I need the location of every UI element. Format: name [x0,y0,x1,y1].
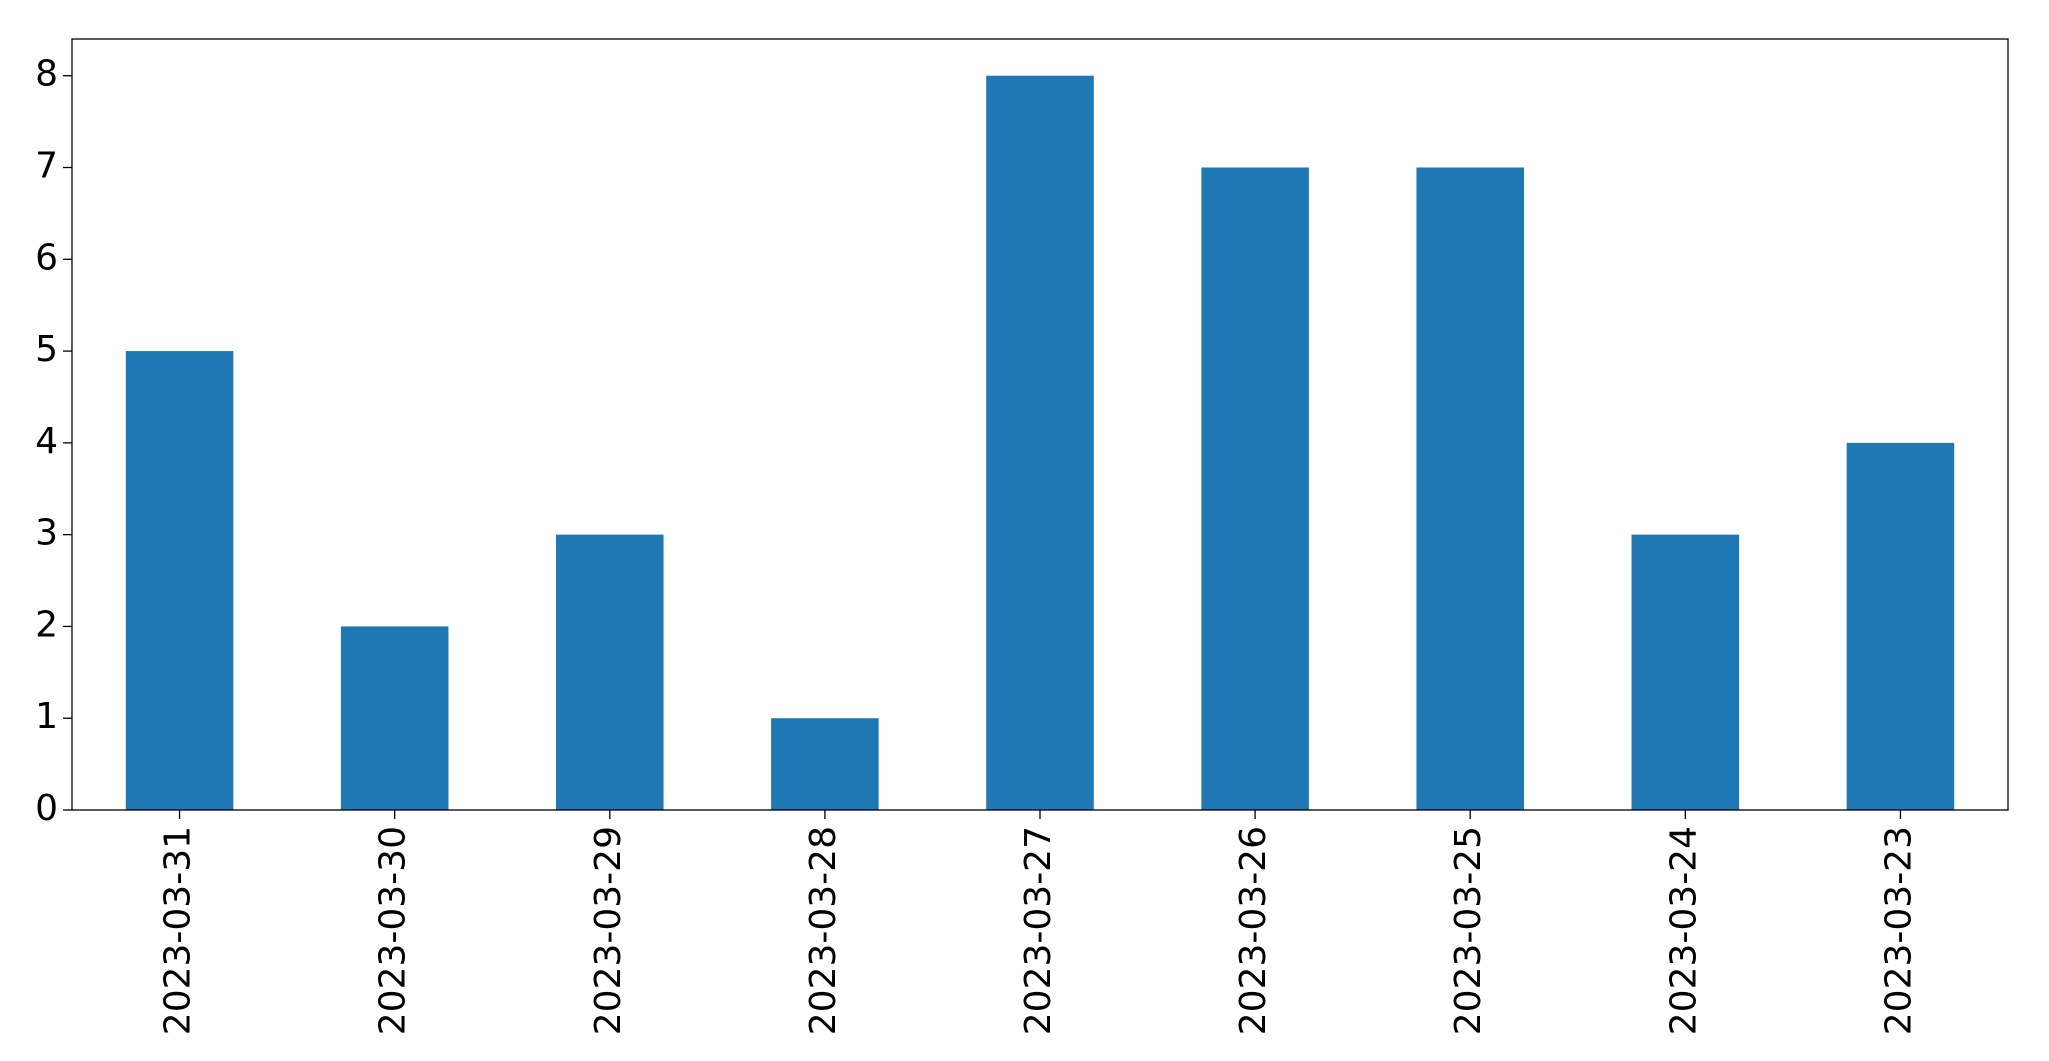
x-tick-label: 2023-03-29 [588,826,629,1035]
x-tick-label: 2023-03-26 [1233,826,1274,1035]
bar [1201,167,1309,810]
x-tick-label: 2023-03-23 [1878,826,1919,1035]
y-tick-label: 8 [35,54,58,95]
y-tick-label: 3 [35,513,58,554]
y-tick-label: 2 [35,604,58,645]
y-tick-label: 4 [35,421,58,462]
x-tick-label: 2023-03-24 [1663,826,1704,1035]
bar [125,351,234,810]
bar [1846,442,1955,810]
y-tick-label: 7 [35,146,58,187]
bar [1631,534,1740,810]
y-tick-label: 6 [35,237,58,278]
bar [986,75,1094,810]
bar [340,626,449,810]
y-tick-label: 1 [35,696,58,737]
y-tick-label: 5 [35,329,58,370]
x-tick-label: 2023-03-31 [158,826,199,1035]
bar [771,718,879,810]
x-tick-label: 2023-03-25 [1448,826,1489,1035]
plot-frame [71,38,2009,811]
x-tick-label: 2023-03-27 [1018,826,1059,1035]
y-tick-label: 0 [35,788,58,829]
x-tick-label: 2023-03-28 [803,826,844,1035]
bar [1416,167,1524,810]
x-tick-label: 2023-03-30 [373,826,414,1035]
bar [556,534,664,810]
